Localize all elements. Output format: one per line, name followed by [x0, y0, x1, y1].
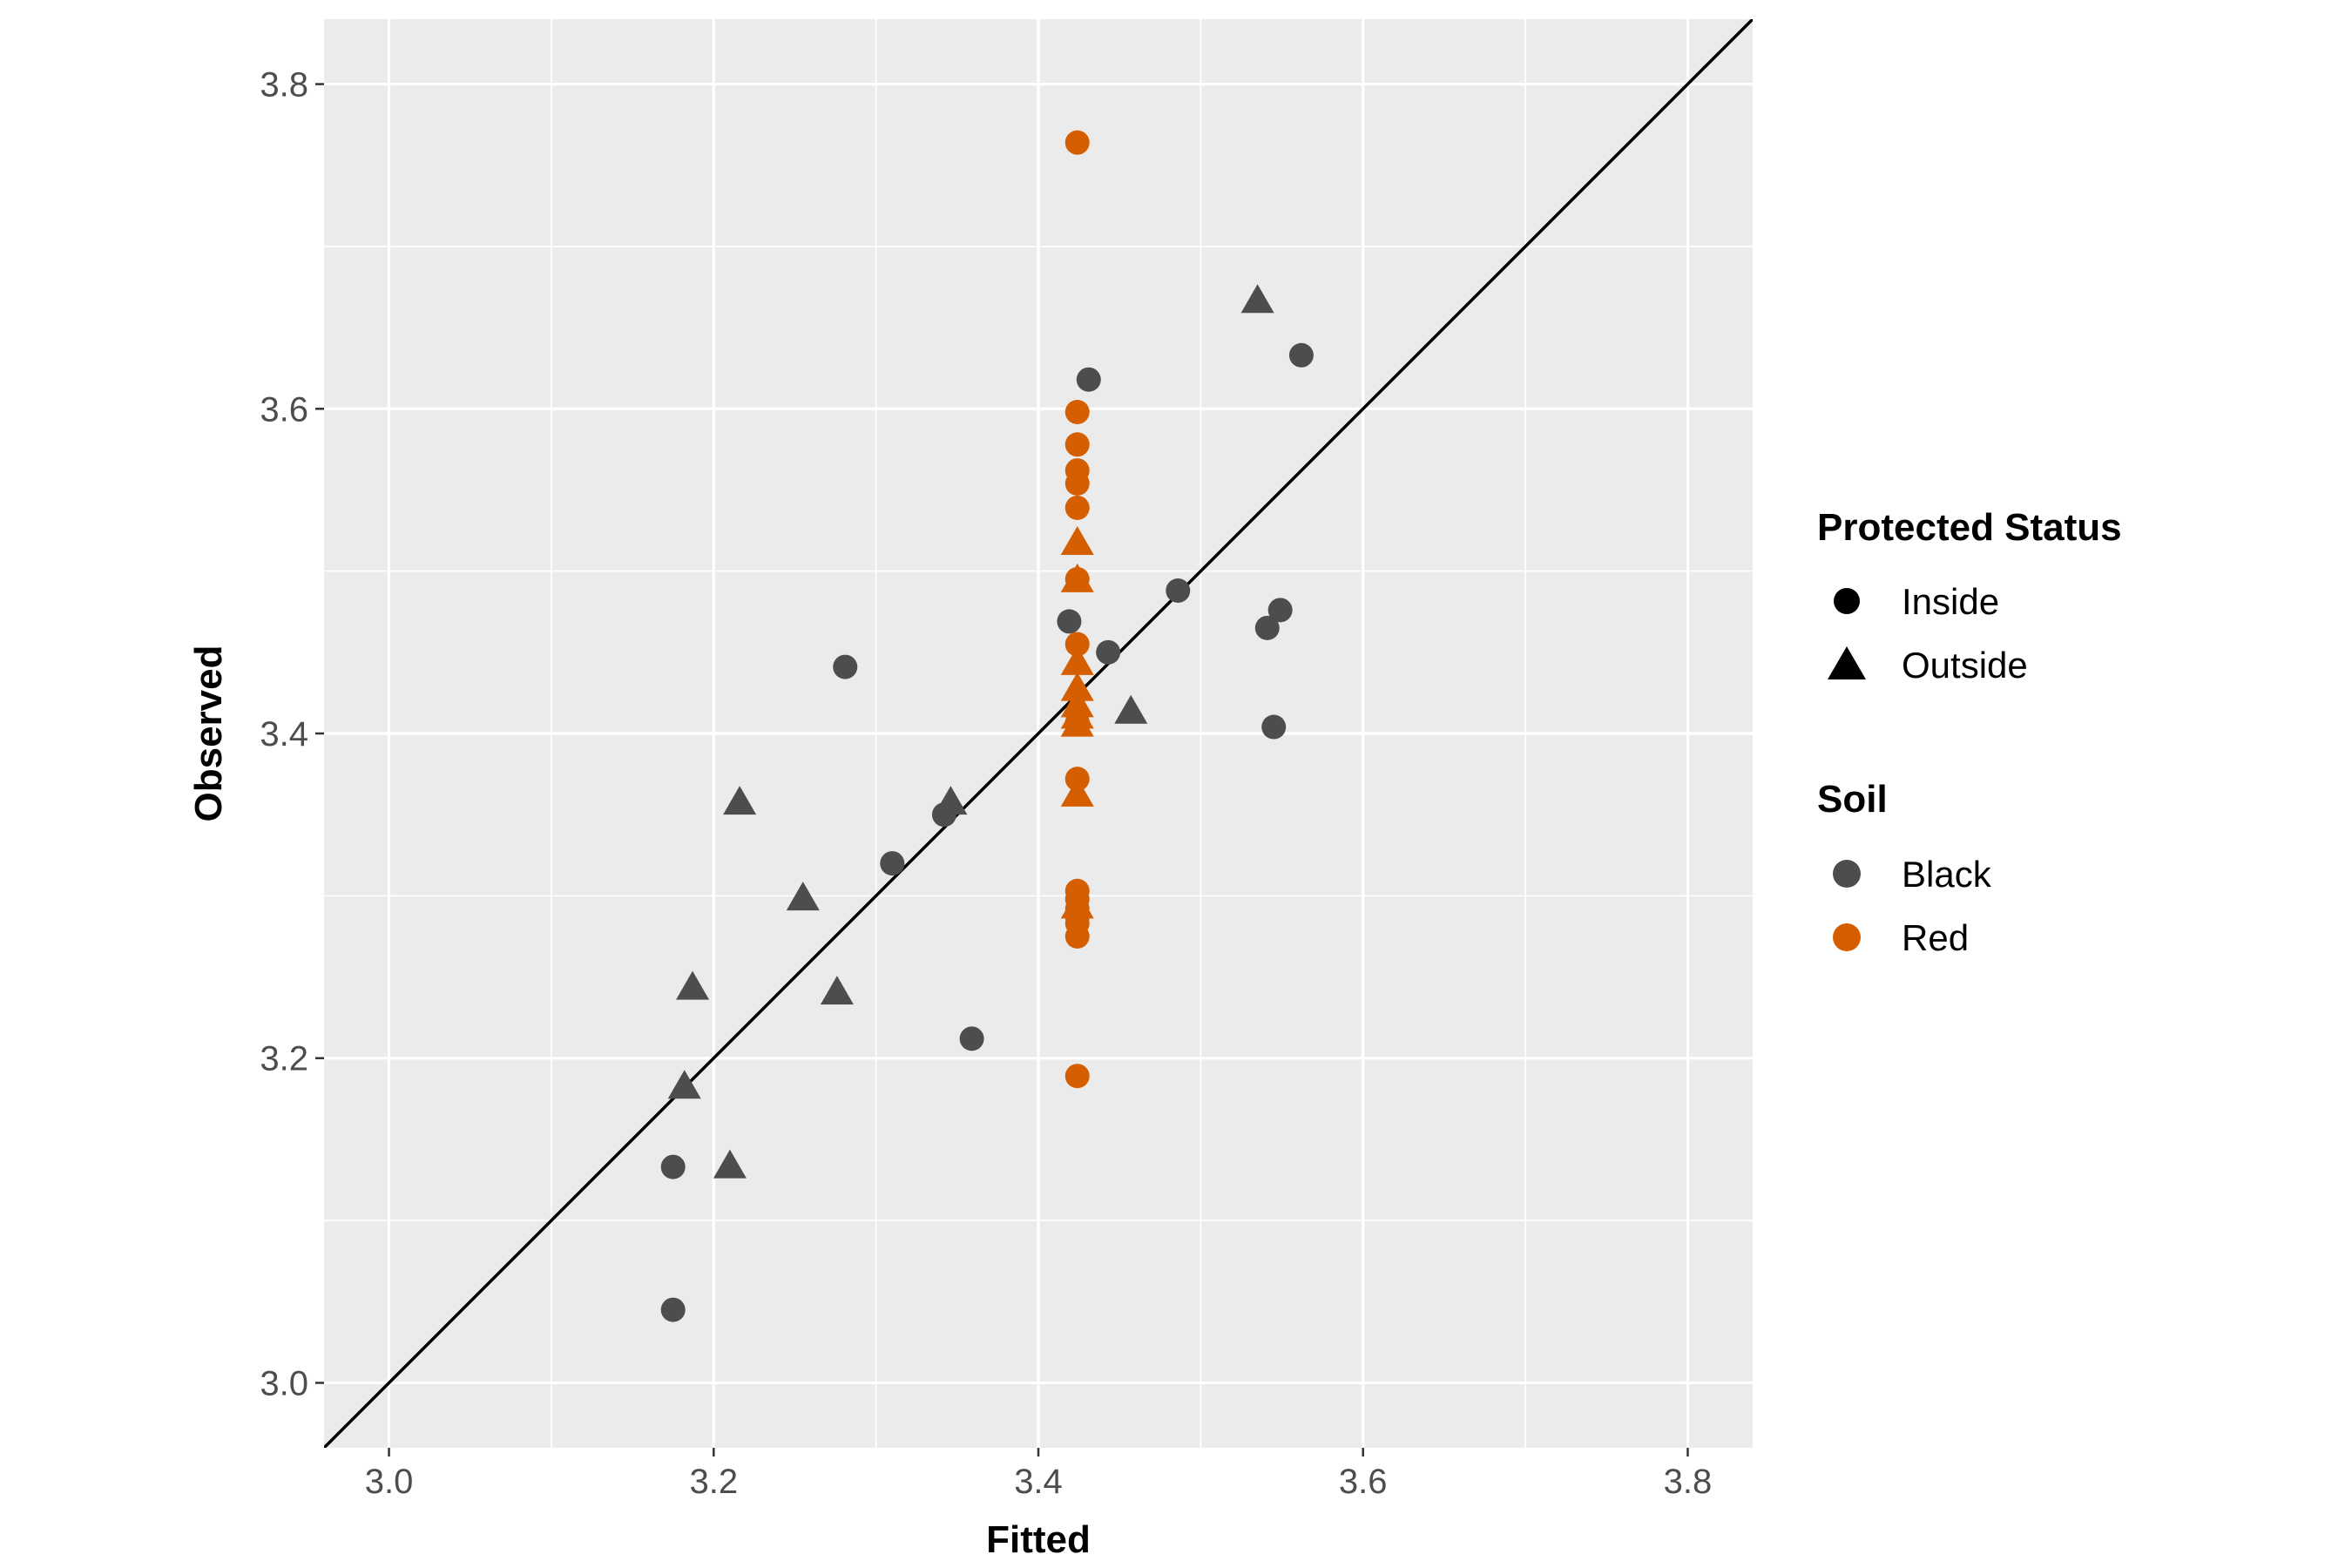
data-points: [660, 130, 1314, 1322]
data-point-red-outside: [1060, 889, 1094, 919]
data-point-red-inside: [1064, 130, 1090, 155]
data-point-black-inside: [1076, 367, 1101, 392]
x-tick-label: 3.8: [1664, 1463, 1713, 1501]
data-point-black-inside: [660, 1297, 686, 1322]
data-point-red-outside: [1060, 563, 1094, 592]
data-point-black-outside: [934, 786, 968, 815]
data-point-red-outside: [1060, 777, 1094, 807]
y-tick-label: 3.4: [260, 715, 308, 754]
y-tick-label: 3.6: [260, 390, 308, 429]
legend-label-outside: Outside: [1902, 645, 2028, 686]
data-point-black-inside: [1254, 615, 1280, 640]
y-axis-ticks: 3.0 3.2 3.4 3.6 3.8: [260, 66, 324, 1402]
data-point-red-outside: [1060, 672, 1094, 701]
y-axis-title: Observed: [187, 645, 230, 822]
data-point-black-outside: [713, 1149, 747, 1179]
y-tick-label: 3.8: [260, 66, 308, 105]
data-point-red-inside: [1064, 1064, 1090, 1089]
data-point-black-outside: [1114, 694, 1148, 724]
data-point-red-inside: [1064, 432, 1090, 457]
data-point-black-inside: [1096, 639, 1121, 665]
y-tick-label: 3.2: [260, 1040, 308, 1078]
legend-title-protected-status: Protected Status: [1817, 506, 2122, 549]
y-tick-label: 3.0: [260, 1364, 308, 1402]
data-point-red-outside: [1060, 525, 1094, 555]
legend-key-red-icon: [1833, 923, 1861, 951]
data-point-black-outside: [667, 1070, 701, 1099]
legend-protected-status: Protected Status Inside Outside: [1817, 506, 2122, 686]
data-point-red-outside: [1060, 707, 1094, 737]
identity-reference-line: [324, 19, 1753, 1448]
data-point-black-inside: [1267, 598, 1293, 623]
data-point-red-inside: [1064, 471, 1090, 496]
data-point-red-inside: [1064, 632, 1090, 657]
x-tick-label: 3.0: [365, 1463, 414, 1501]
legend-key-outside-icon: [1828, 646, 1866, 679]
data-point-black-outside: [786, 882, 820, 911]
legend-label-black: Black: [1902, 854, 1992, 895]
data-point-red-inside: [1064, 495, 1090, 520]
data-point-red-inside: [1064, 400, 1090, 424]
legend-soil: Soil Black Red: [1817, 778, 1992, 958]
data-point-black-outside: [676, 970, 710, 1000]
x-tick-label: 3.2: [689, 1463, 738, 1501]
x-tick-label: 3.6: [1339, 1463, 1388, 1501]
data-point-black-inside: [660, 1154, 686, 1179]
data-point-black-inside: [959, 1026, 984, 1051]
legend-key-black-icon: [1833, 860, 1861, 888]
data-point-black-inside: [1288, 342, 1314, 368]
legend-title-soil: Soil: [1817, 778, 1888, 821]
legend-key-inside-icon: [1834, 588, 1860, 614]
data-point-black-outside: [723, 786, 757, 815]
data-point-red-outside: [1060, 645, 1094, 675]
data-point-black-inside: [880, 851, 905, 876]
data-point-black-inside: [1166, 578, 1191, 603]
x-axis-ticks: 3.0 3.2 3.4 3.6 3.8: [365, 1448, 1713, 1501]
data-point-black-outside: [1240, 284, 1274, 314]
data-point-black-inside: [1057, 609, 1082, 634]
data-point-black-outside: [820, 976, 854, 1005]
data-point-red-inside: [1064, 923, 1090, 949]
x-axis-title: Fitted: [986, 1518, 1091, 1561]
legend-label-inside: Inside: [1902, 581, 1999, 622]
data-point-black-inside: [1261, 714, 1287, 740]
legend-label-red: Red: [1902, 917, 1969, 958]
data-point-black-inside: [833, 654, 858, 679]
x-tick-label: 3.4: [1014, 1463, 1063, 1501]
